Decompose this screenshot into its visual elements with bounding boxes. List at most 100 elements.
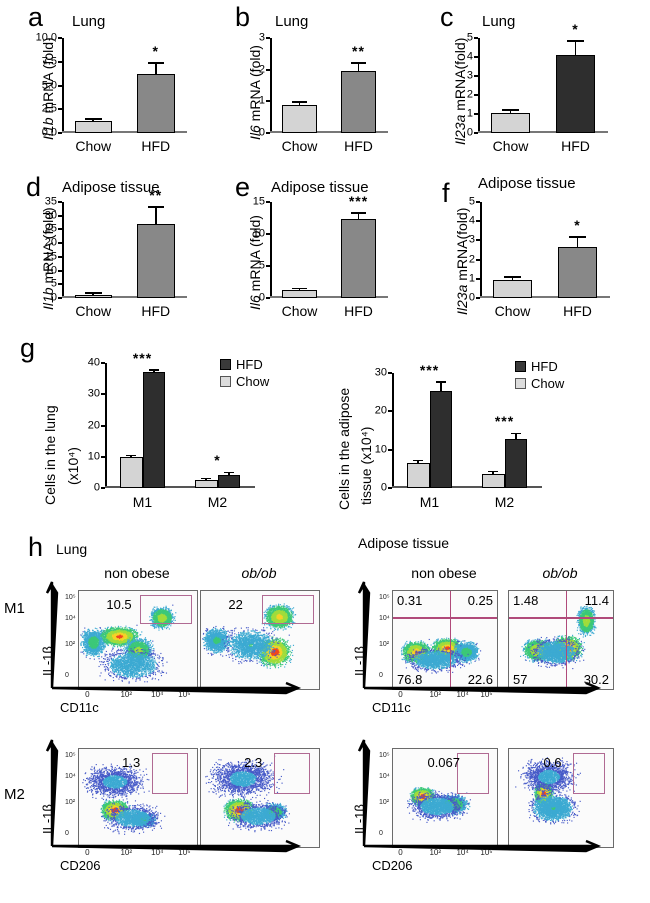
- bar-g-left-M1-Chow: [120, 457, 143, 488]
- y-tick-label-g-left-4: 40: [88, 357, 100, 369]
- x-category-c-HFD: HFD: [542, 138, 610, 154]
- flow-gate-lung-m2-obob[interactable]: [274, 752, 310, 795]
- flow-xtick-1-0: 0: [398, 691, 402, 699]
- y-axis-g-left: [105, 363, 107, 488]
- x-category-f-Chow: Chow: [479, 303, 547, 319]
- y-tick-b-3: [266, 37, 270, 39]
- y-tick-label-b-2: 2: [259, 64, 265, 75]
- y-tick-g-left-4: [101, 362, 105, 364]
- flow-plot-lung-m2-obob[interactable]: 2.3: [200, 748, 320, 848]
- flow-quadline-h-adipose-m1-obob: [509, 617, 613, 619]
- significance-a: *: [144, 43, 168, 59]
- bar-f-Chow: [493, 279, 532, 298]
- flow-gate-lung-m2-nonobese[interactable]: [152, 752, 188, 795]
- y-tick-b-2: [266, 68, 270, 71]
- y-tick-d-7: [58, 201, 62, 203]
- flow-xtick-2-0: 0: [85, 849, 89, 857]
- flow-plot-adipose-m1-obob[interactable]: 1.48 11.4 57 30.2: [508, 590, 614, 690]
- errorcap-g-left-M1-Chow: [126, 454, 137, 457]
- y-tick-label-b-0: 0: [259, 127, 265, 139]
- y-tick-label-g-left-2: 20: [88, 420, 100, 431]
- errorbar-a-HFD: [154, 63, 157, 75]
- flow-xaxis-label-3: CD206: [372, 858, 412, 873]
- flow-gate-lung-m1-nonobese[interactable]: [140, 594, 193, 625]
- flow-plot-lung-m1-nonobese[interactable]: 10.5: [78, 590, 198, 690]
- y-axis-label-line1-g-right: Cells in the adipose: [336, 388, 352, 510]
- errorbar-f-HFD: [576, 237, 579, 248]
- errorbar-g-left-M1-HFD: [152, 371, 155, 373]
- bar-g-left-M2-HFD: [217, 474, 240, 488]
- errorbar-g-left-M2-Chow: [205, 479, 208, 481]
- plot-area-f: 0 1 2 3 4 5 Chow * HFD: [469, 196, 610, 319]
- y-tick-c-1: [474, 113, 478, 115]
- y-axis-label-line2-g-left: (x10⁴): [65, 447, 81, 485]
- flow-gate-adipose-m2-obob[interactable]: [573, 752, 605, 795]
- y-tick-label-d-2: 10: [45, 265, 57, 276]
- flow-gate-lung-m1-obob[interactable]: [262, 594, 315, 625]
- errorbar-g-right-M2-Chow: [492, 472, 495, 474]
- y-axis-b: [270, 38, 272, 133]
- legend-item-g-left-Chow: Chow: [220, 374, 269, 389]
- x-category-g-left-M1: M1: [113, 494, 173, 510]
- errorbar-g-left-M2-HFD: [227, 473, 230, 475]
- y-tick-g-right-0: [388, 487, 392, 489]
- bar-g-left-M1-HFD: [142, 372, 165, 488]
- panel-h-column-header-1: ob/ob: [200, 565, 318, 581]
- flow-yaxis-label-1: IL-1β: [352, 646, 367, 676]
- flow-plot-adipose-m1-nonobese[interactable]: 0.31 0.25 76.8 22.6: [392, 590, 498, 690]
- flow-ytick-adipose-m2-nonobese-3: 0: [379, 830, 383, 837]
- panel-h-column-header-3: ob/ob: [508, 565, 612, 581]
- bar-a-Chow: [74, 120, 112, 133]
- y-tick-label-a-0: 0.0: [42, 127, 57, 139]
- y-tick-label-a-1: 2.5: [42, 103, 57, 115]
- x-category-g-right-M1: M1: [400, 494, 460, 510]
- panel-letter-b: b: [235, 4, 250, 31]
- flow-xaxis-label-1: CD11c: [372, 700, 411, 715]
- flow-plot-lung-m1-obob[interactable]: 22: [200, 590, 320, 690]
- flow-quadline-v-adipose-m1-nonobese: [449, 591, 451, 689]
- errorbar-f-Chow: [511, 277, 514, 280]
- x-category-b-HFD: HFD: [325, 138, 393, 154]
- flow-axes-arrows-3: [357, 739, 602, 853]
- flow-ytick-lung-m2-nonobese-2: 10²: [65, 799, 75, 806]
- y-tick-a-1: [58, 108, 62, 111]
- flow-ytick-lung-m2-nonobese-3: 0: [65, 830, 69, 837]
- flow-value-adipose-m2-nonobese-0: 0.067: [427, 756, 460, 769]
- plot-area-c: 0 1 2 3 4 5 Chow * HFD: [467, 21, 608, 154]
- x-axis-e: [270, 296, 388, 298]
- flow-density-adipose-m2-nonobese: [407, 787, 471, 823]
- panel-h-column-header-2: non obese: [392, 565, 496, 581]
- plot-area-g-left: 0 10 20 30 40 *** M1 * M2: [88, 350, 255, 510]
- flow-density-adipose-m1-nonobese: [400, 637, 482, 674]
- flow-plot-adipose-m2-nonobese[interactable]: 0.067: [392, 748, 498, 848]
- errorcap-b-Chow: [291, 100, 308, 103]
- y-tick-label-d-7: 35: [45, 196, 57, 208]
- y-tick-a-0: [58, 132, 62, 134]
- flow-gate-adipose-m2-nonobese[interactable]: [457, 752, 489, 795]
- y-tick-e-0: [266, 297, 270, 299]
- legend-label-hfd: HFD: [236, 357, 263, 372]
- flow-plot-lung-m2-nonobese[interactable]: 1.3: [78, 748, 198, 848]
- flow-ytick-lung-m1-nonobese-0: 10⁵: [65, 594, 76, 601]
- panel-title-a: Lung: [72, 14, 105, 29]
- errorbar-b-Chow: [298, 102, 301, 106]
- plot-area-g-right: 0 10 20 30 *** M1 *** M2: [375, 362, 542, 510]
- flow-value-lung-m2-obob-0: 2.3: [244, 756, 262, 769]
- errorbar-d-HFD: [154, 207, 157, 224]
- y-tick-f-1: [476, 277, 480, 280]
- legend-swatch-chow: [515, 378, 526, 389]
- flow-density-adipose-m2-obob: [515, 757, 581, 825]
- y-tick-f-3: [476, 239, 480, 242]
- x-category-g-left-M2: M2: [188, 494, 248, 510]
- y-tick-g-left-2: [101, 424, 105, 427]
- y-axis-label-gene-e: Il6: [247, 295, 263, 310]
- flow-density-lung-m2-nonobese: [82, 763, 166, 835]
- y-axis-c: [478, 38, 480, 133]
- panel-h-row-label-m1: M1: [4, 600, 25, 617]
- panel-letter-h: h: [28, 534, 43, 561]
- panel-g-left: g 0 10 20 30 40 *** M1 * M2 HFD Chow Cells in the lu…: [20, 335, 320, 525]
- y-tick-f-2: [476, 258, 480, 261]
- flow-xtick-0-1: 10²: [120, 691, 132, 699]
- flow-plot-adipose-m2-obob[interactable]: 0.6: [508, 748, 614, 848]
- bar-d-Chow: [74, 294, 112, 298]
